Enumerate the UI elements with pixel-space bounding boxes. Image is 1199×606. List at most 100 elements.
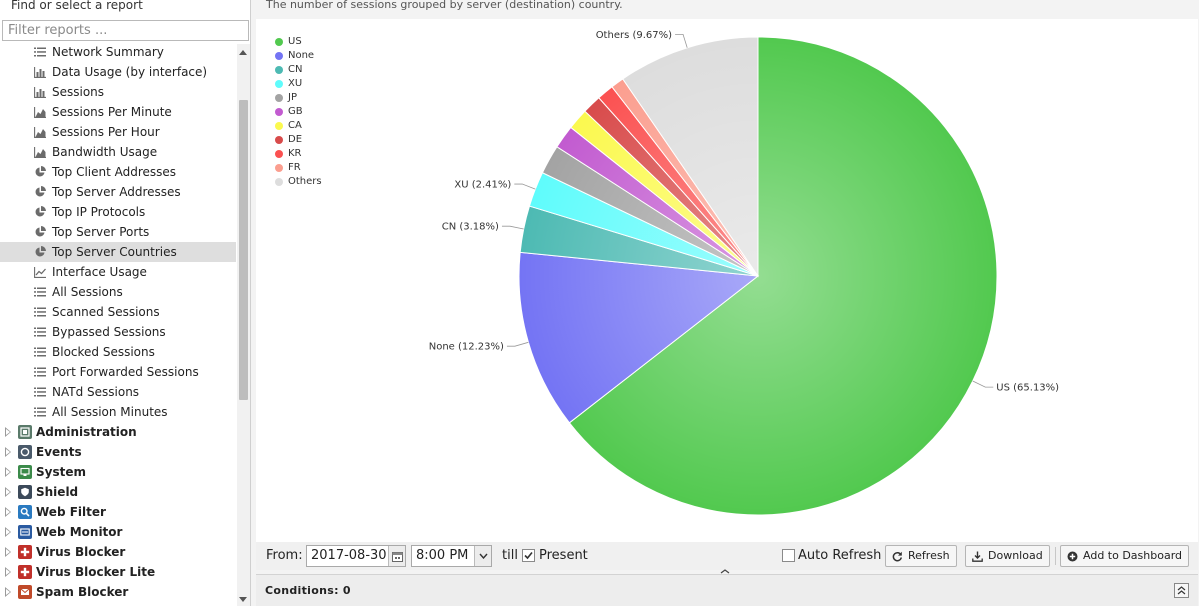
- expand-arrow-icon[interactable]: [5, 447, 11, 457]
- area-chart-icon: [33, 106, 46, 118]
- legend-swatch: [275, 38, 283, 46]
- category-item[interactable]: Virus Blocker: [0, 542, 236, 562]
- chevron-down-icon[interactable]: [474, 546, 491, 566]
- pie-data-label: US (65.13%): [996, 383, 1059, 394]
- pie-slice[interactable]: [518, 251, 760, 424]
- bar-chart-icon: [33, 66, 46, 78]
- report-item[interactable]: Interface Usage: [0, 262, 236, 282]
- legend-entry[interactable]: XU: [275, 77, 322, 91]
- calendar-icon[interactable]: [388, 546, 405, 566]
- from-date-field[interactable]: 2017-08-30: [306, 545, 406, 567]
- pie-slice[interactable]: [568, 36, 998, 516]
- pie-chart-icon: [33, 206, 46, 218]
- web-filter-icon: [18, 505, 32, 519]
- report-item[interactable]: All Session Minutes: [0, 402, 236, 422]
- filter-reports-input[interactable]: [2, 20, 249, 41]
- category-item[interactable]: System: [0, 462, 236, 482]
- category-item[interactable]: Spam Blocker: [0, 582, 236, 602]
- data-label-connector: [501, 225, 524, 230]
- data-label-connector: [972, 380, 994, 388]
- auto-refresh-checkbox[interactable]: [782, 549, 795, 562]
- splitter-handle[interactable]: [710, 569, 740, 574]
- report-item[interactable]: Bypassed Sessions: [0, 322, 236, 342]
- legend-entry-label: Others: [288, 176, 322, 187]
- spam-blocker-icon: [18, 585, 32, 599]
- report-item[interactable]: Bandwidth Usage: [0, 142, 236, 162]
- expand-arrow-icon[interactable]: [5, 527, 11, 537]
- pie-slice[interactable]: [622, 36, 759, 278]
- legend-entry[interactable]: GB: [275, 105, 322, 119]
- report-item-label: Top Server Ports: [52, 225, 150, 239]
- category-item[interactable]: Web Monitor: [0, 522, 236, 542]
- legend-entry-label: CN: [288, 64, 303, 75]
- report-toolbar: From: 2017-08-30 8:00 PM till Present Au…: [256, 542, 1198, 570]
- pie-chart-icon: [33, 186, 46, 198]
- legend-swatch: [275, 122, 283, 130]
- expand-arrow-icon[interactable]: [5, 567, 11, 577]
- category-item[interactable]: Shield: [0, 482, 236, 502]
- refresh-button[interactable]: Refresh: [885, 545, 957, 567]
- expand-arrow-icon[interactable]: [5, 507, 11, 517]
- from-time-select[interactable]: 8:00 PM: [411, 545, 492, 567]
- category-item-label: Events: [36, 445, 82, 459]
- category-item[interactable]: Administration: [0, 422, 236, 442]
- legend-swatch: [275, 66, 283, 74]
- category-item-label: Web Filter: [36, 505, 106, 519]
- report-item-label: Sessions Per Minute: [52, 105, 172, 119]
- plus-circle-icon: [1067, 551, 1078, 561]
- legend-entry[interactable]: KR: [275, 147, 322, 161]
- category-item[interactable]: Events: [0, 442, 236, 462]
- report-item[interactable]: Sessions Per Minute: [0, 102, 236, 122]
- report-item[interactable]: NATd Sessions: [0, 382, 236, 402]
- report-item[interactable]: Top Server Countries: [0, 242, 236, 262]
- add-to-dashboard-button[interactable]: Add to Dashboard: [1060, 545, 1190, 567]
- legend-entry[interactable]: FR: [275, 161, 322, 175]
- scroll-up-arrow-icon[interactable]: [239, 50, 247, 55]
- download-button[interactable]: Download: [965, 545, 1050, 567]
- legend-entry[interactable]: Others: [275, 175, 322, 189]
- report-item[interactable]: Port Forwarded Sessions: [0, 362, 236, 382]
- expand-arrow-icon[interactable]: [5, 587, 11, 597]
- report-item[interactable]: Network Summary: [0, 42, 236, 62]
- scrollbar-thumb[interactable]: [239, 100, 248, 400]
- report-item[interactable]: Blocked Sessions: [0, 342, 236, 362]
- report-item[interactable]: Scanned Sessions: [0, 302, 236, 322]
- report-item[interactable]: Sessions: [0, 82, 236, 102]
- expand-arrow-icon[interactable]: [5, 427, 11, 437]
- scroll-down-arrow-icon[interactable]: [239, 597, 247, 602]
- legend-entry[interactable]: CN: [275, 63, 322, 77]
- report-item[interactable]: Top Client Addresses: [0, 162, 236, 182]
- category-item[interactable]: Web Filter: [0, 502, 236, 522]
- pie-chart-icon: [33, 246, 46, 258]
- sidebar-scrollbar[interactable]: [237, 44, 250, 606]
- legend-entry[interactable]: None: [275, 49, 322, 63]
- category-item-label: Shield: [36, 485, 79, 499]
- report-item[interactable]: Data Usage (by interface): [0, 62, 236, 82]
- expand-arrow-icon[interactable]: [5, 547, 11, 557]
- report-item[interactable]: All Sessions: [0, 282, 236, 302]
- report-item-label: Interface Usage: [52, 265, 147, 279]
- legend-entry[interactable]: CA: [275, 119, 322, 133]
- expand-conditions-icon[interactable]: [1174, 583, 1189, 598]
- report-item[interactable]: Top IP Protocols: [0, 202, 236, 222]
- find-report-label: Find or select a report: [11, 0, 143, 12]
- legend-swatch: [275, 80, 283, 88]
- report-item[interactable]: Top Server Ports: [0, 222, 236, 242]
- legend-entry[interactable]: JP: [275, 91, 322, 105]
- category-item-label: Spam Blocker: [36, 585, 129, 599]
- report-item-label: Blocked Sessions: [52, 345, 155, 359]
- present-checkbox[interactable]: [522, 549, 535, 562]
- legend-entry[interactable]: US: [275, 35, 322, 49]
- expand-arrow-icon[interactable]: [5, 467, 11, 477]
- report-item[interactable]: Sessions Per Hour: [0, 122, 236, 142]
- expand-arrow-icon[interactable]: [5, 487, 11, 497]
- report-item-label: NATd Sessions: [52, 385, 140, 399]
- present-label: Present: [539, 548, 588, 563]
- legend-entry[interactable]: DE: [275, 133, 322, 147]
- from-date-value: 2017-08-30: [311, 548, 387, 563]
- legend-entry-label: KR: [288, 148, 302, 159]
- report-item[interactable]: Top Server Addresses: [0, 182, 236, 202]
- report-item-label: Sessions: [52, 85, 105, 99]
- category-item[interactable]: Virus Blocker Lite: [0, 562, 236, 582]
- pie-chart: US (65.13%) None (12.23%) CN (3.18%) XU (2.…: [429, 30, 1059, 516]
